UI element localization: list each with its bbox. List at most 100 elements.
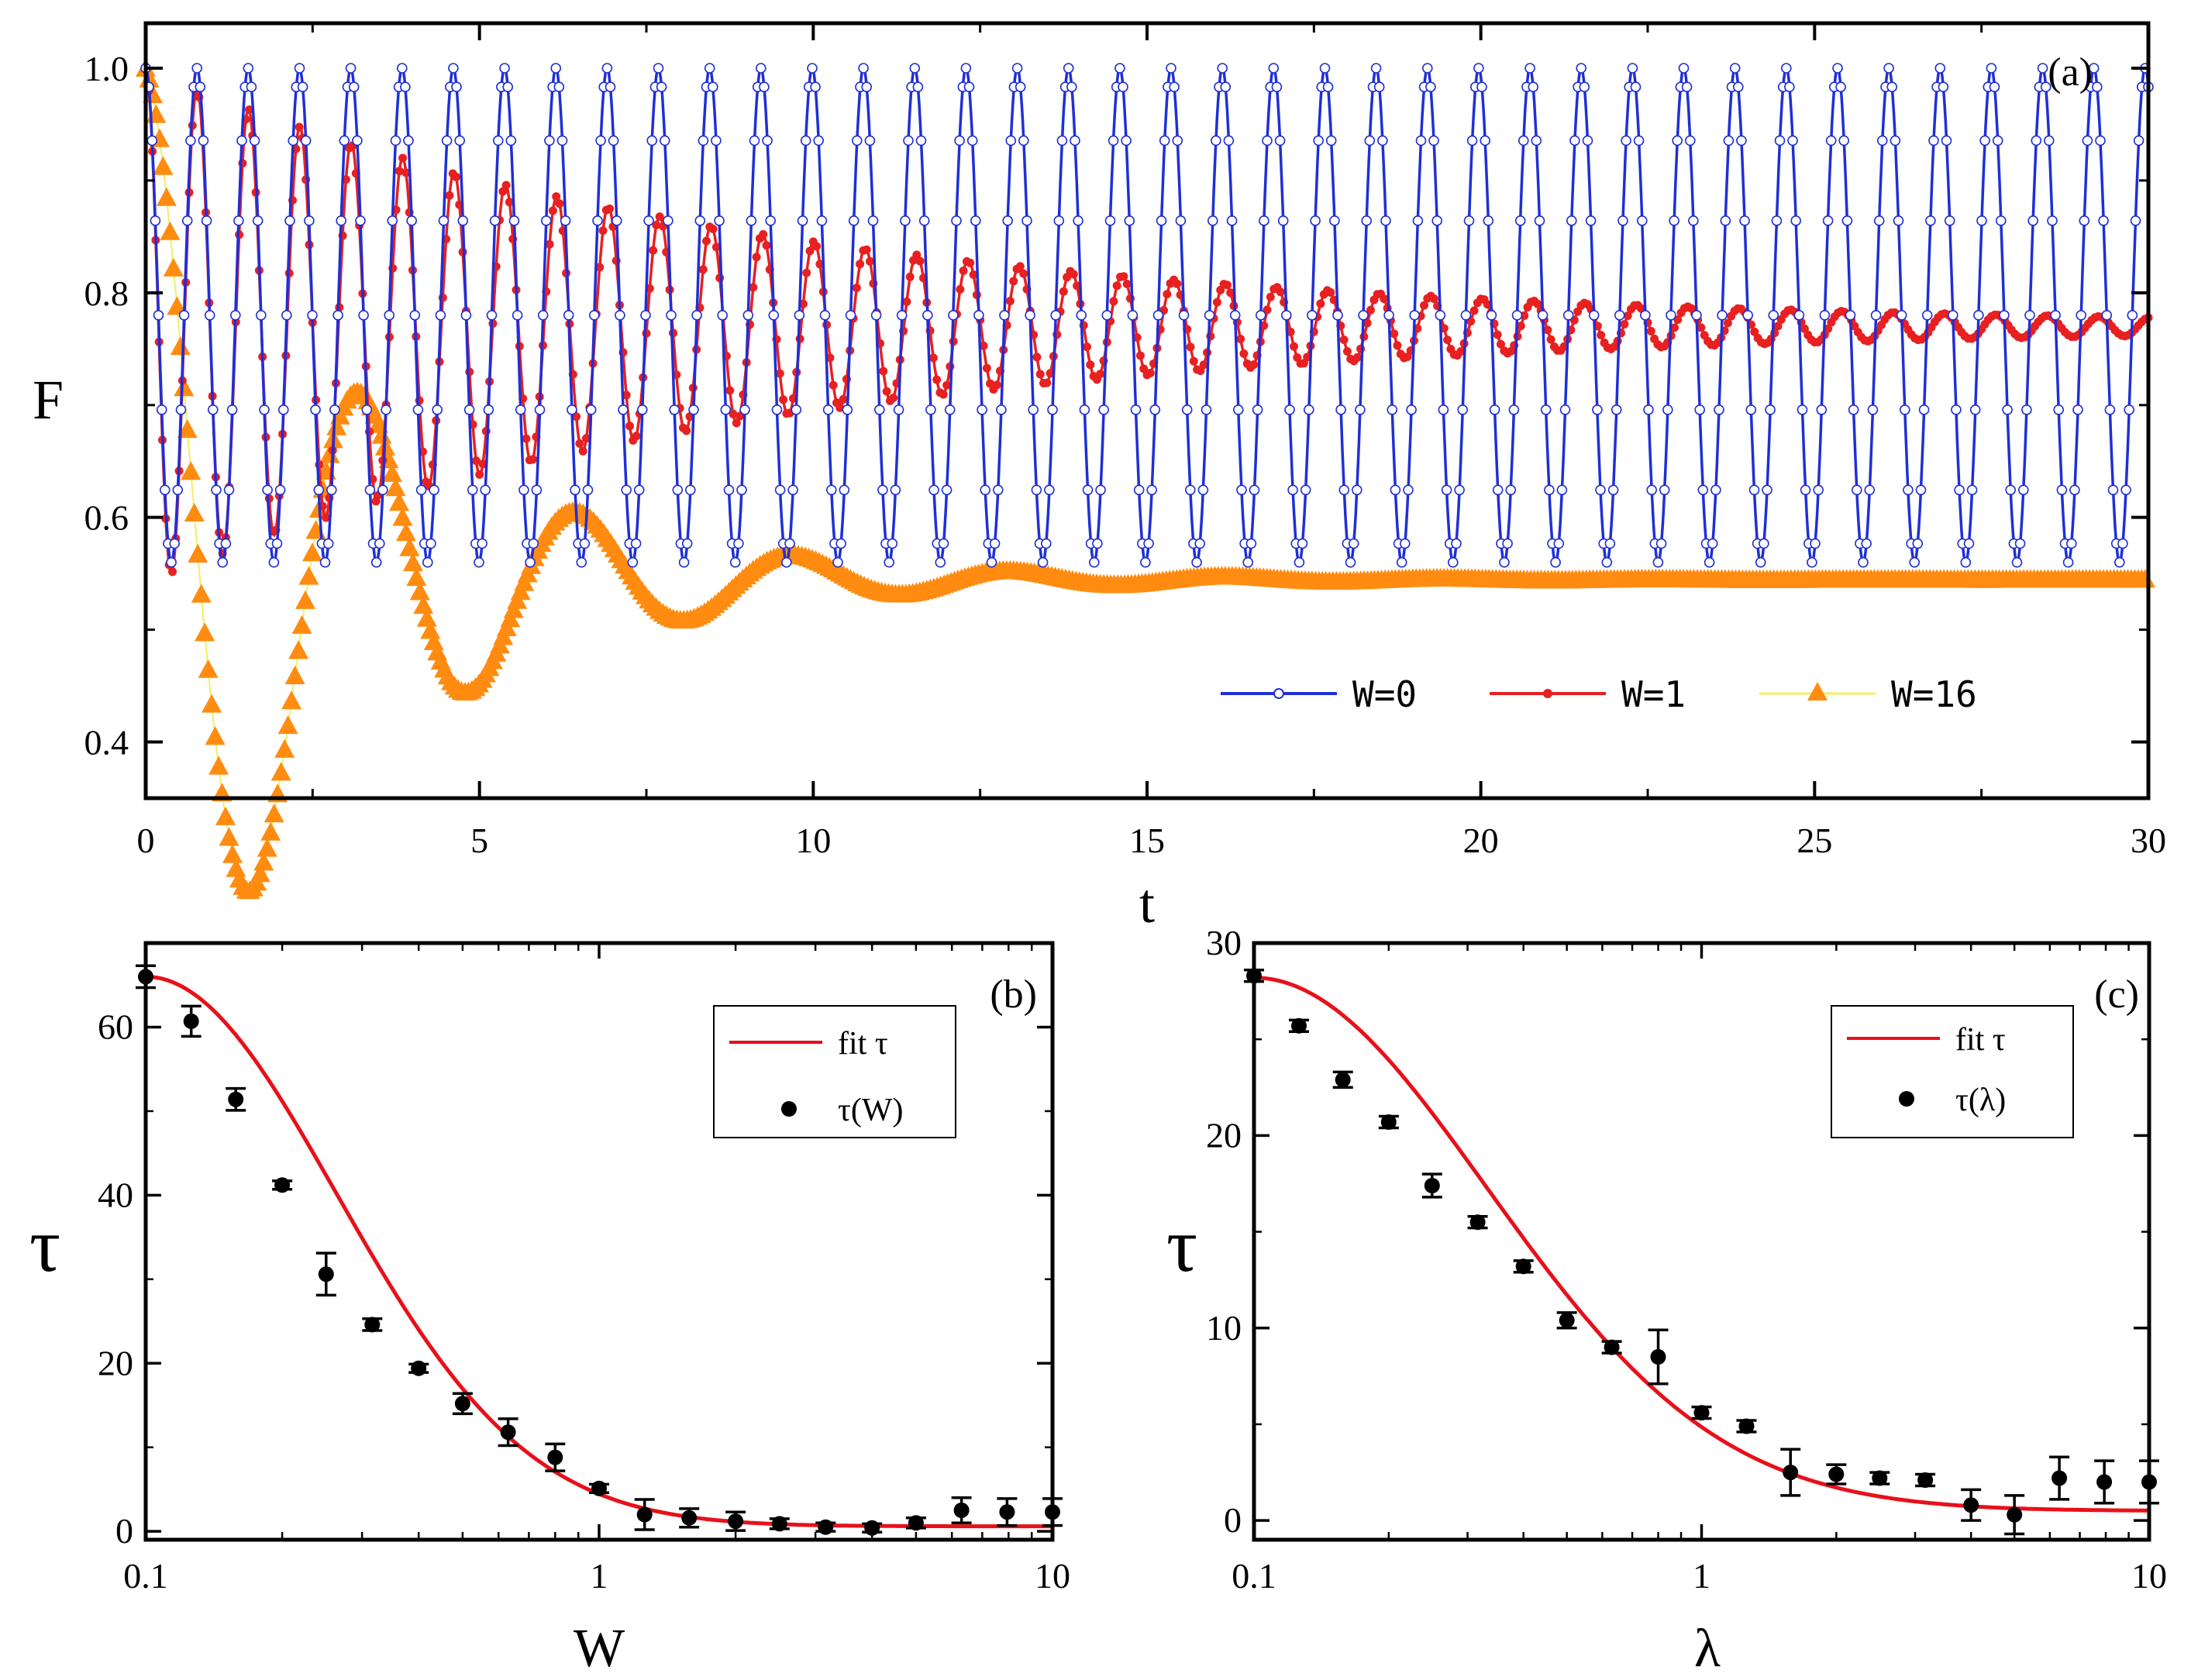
data-point-w0 bbox=[1607, 484, 1619, 496]
data-point-w0 bbox=[643, 215, 654, 226]
legend-marker-w1 bbox=[1543, 689, 1552, 698]
data-point-w0 bbox=[307, 309, 318, 321]
data-point-w0 bbox=[550, 63, 562, 74]
data-point-w1 bbox=[1290, 342, 1298, 351]
data-point-w0 bbox=[1617, 215, 1628, 226]
data-point-w0 bbox=[1127, 309, 1139, 321]
data-point-w0 bbox=[1181, 404, 1193, 415]
data-point-w0 bbox=[1252, 404, 1263, 415]
data-point-w0 bbox=[1627, 63, 1638, 74]
data-point-w0 bbox=[877, 484, 888, 496]
data-point-w0 bbox=[160, 484, 171, 496]
data-point-w0 bbox=[1813, 484, 1824, 496]
x-tick-label: 30 bbox=[2131, 821, 2166, 860]
data-point-w0 bbox=[1736, 135, 1747, 146]
data-point-w16 bbox=[392, 507, 413, 526]
data-point-w1 bbox=[1009, 277, 1018, 286]
panel-c-label: (c) bbox=[2094, 973, 2139, 1017]
data-point-w1 bbox=[866, 256, 874, 266]
data-point-w0 bbox=[1274, 135, 1286, 146]
data-point-w16 bbox=[326, 416, 347, 435]
data-point-w0 bbox=[1569, 135, 1580, 146]
data-point-w0 bbox=[1204, 309, 1215, 321]
data-point-w1 bbox=[555, 199, 564, 208]
data-point-w0 bbox=[1489, 404, 1500, 415]
data-point-w0 bbox=[646, 135, 658, 146]
data-point-w0 bbox=[1534, 215, 1545, 226]
data-point-w0 bbox=[1277, 215, 1289, 226]
data-point-w0 bbox=[1473, 63, 1484, 74]
data-point-w0 bbox=[951, 215, 962, 226]
data-point-w1 bbox=[839, 394, 848, 404]
data-point bbox=[1515, 1258, 1531, 1275]
data-point-w0 bbox=[332, 309, 343, 321]
data-point bbox=[681, 1510, 698, 1526]
data-point-w0 bbox=[723, 484, 735, 496]
data-point-w0 bbox=[1633, 135, 1645, 146]
data-point-w1 bbox=[652, 221, 661, 229]
data-point-w16 bbox=[208, 756, 229, 775]
data-point bbox=[728, 1513, 744, 1530]
data-point-w0 bbox=[1556, 484, 1568, 496]
data-point-w0 bbox=[656, 81, 667, 92]
data-point-w16 bbox=[399, 537, 420, 556]
data-point-w0 bbox=[217, 556, 229, 568]
data-point-w1 bbox=[1019, 269, 1028, 278]
data-point-w1 bbox=[522, 434, 531, 443]
data-point-w1 bbox=[882, 387, 891, 396]
data-point-w0 bbox=[294, 63, 305, 74]
data-point-w0 bbox=[1041, 538, 1052, 549]
data-point-w0 bbox=[259, 404, 270, 415]
data-point-w1 bbox=[889, 393, 898, 402]
data-point-w0 bbox=[1707, 538, 1718, 549]
data-point-w1 bbox=[835, 403, 845, 412]
data-point-w0 bbox=[2095, 135, 2106, 146]
data-point-w0 bbox=[1912, 538, 1924, 549]
data-point-w0 bbox=[236, 135, 247, 146]
data-point bbox=[1559, 1312, 1575, 1328]
data-point-w16 bbox=[195, 622, 215, 642]
data-point-w0 bbox=[1197, 484, 1209, 496]
data-point-w0 bbox=[1553, 538, 1565, 549]
data-point bbox=[1783, 1465, 1799, 1481]
data-point-w0 bbox=[755, 63, 767, 74]
data-point-w0 bbox=[1934, 63, 1946, 74]
data-point-w0 bbox=[1307, 309, 1318, 321]
data-point-w0 bbox=[1832, 63, 1843, 74]
data-point-w0 bbox=[175, 404, 187, 415]
data-point-w0 bbox=[826, 484, 837, 496]
data-point-w1 bbox=[1597, 331, 1606, 339]
data-point-w0 bbox=[243, 63, 254, 74]
data-point-w0 bbox=[339, 135, 350, 146]
data-point-w0 bbox=[615, 309, 625, 321]
data-point-w0 bbox=[377, 484, 388, 496]
data-point-w0 bbox=[608, 135, 619, 146]
data-point-w0 bbox=[271, 538, 283, 549]
data-point-w0 bbox=[1966, 484, 1978, 496]
data-point-w0 bbox=[1996, 215, 2007, 226]
x-tick-label: 5 bbox=[470, 821, 488, 860]
data-point-w0 bbox=[653, 63, 664, 74]
data-point-w0 bbox=[1403, 484, 1414, 496]
data-point-w0 bbox=[387, 215, 398, 226]
data-point-w0 bbox=[1284, 404, 1295, 415]
data-point-w0 bbox=[204, 309, 215, 321]
data-point-w1 bbox=[322, 513, 331, 522]
data-point-w0 bbox=[1845, 309, 1856, 321]
data-point-w0 bbox=[1550, 556, 1561, 568]
data-point-w0 bbox=[2079, 215, 2090, 226]
data-point-w0 bbox=[185, 135, 196, 146]
data-point-w1 bbox=[775, 369, 784, 378]
data-point-w0 bbox=[832, 556, 843, 568]
data-point-w0 bbox=[797, 215, 808, 226]
data-point-w0 bbox=[678, 556, 690, 568]
data-point-w0 bbox=[345, 63, 357, 74]
data-point-w1 bbox=[912, 250, 922, 260]
data-point-w0 bbox=[409, 309, 421, 321]
x-tick-label: 0 bbox=[137, 821, 155, 860]
data-point-w0 bbox=[1079, 404, 1090, 415]
data-point-w0 bbox=[1999, 309, 2010, 321]
data-point-w1 bbox=[702, 236, 711, 246]
data-point-w0 bbox=[166, 556, 177, 568]
panel-a-ticks: 0 5 10 15 20 25 30 0.4 0.6 0.8 1.0 bbox=[84, 23, 2166, 860]
